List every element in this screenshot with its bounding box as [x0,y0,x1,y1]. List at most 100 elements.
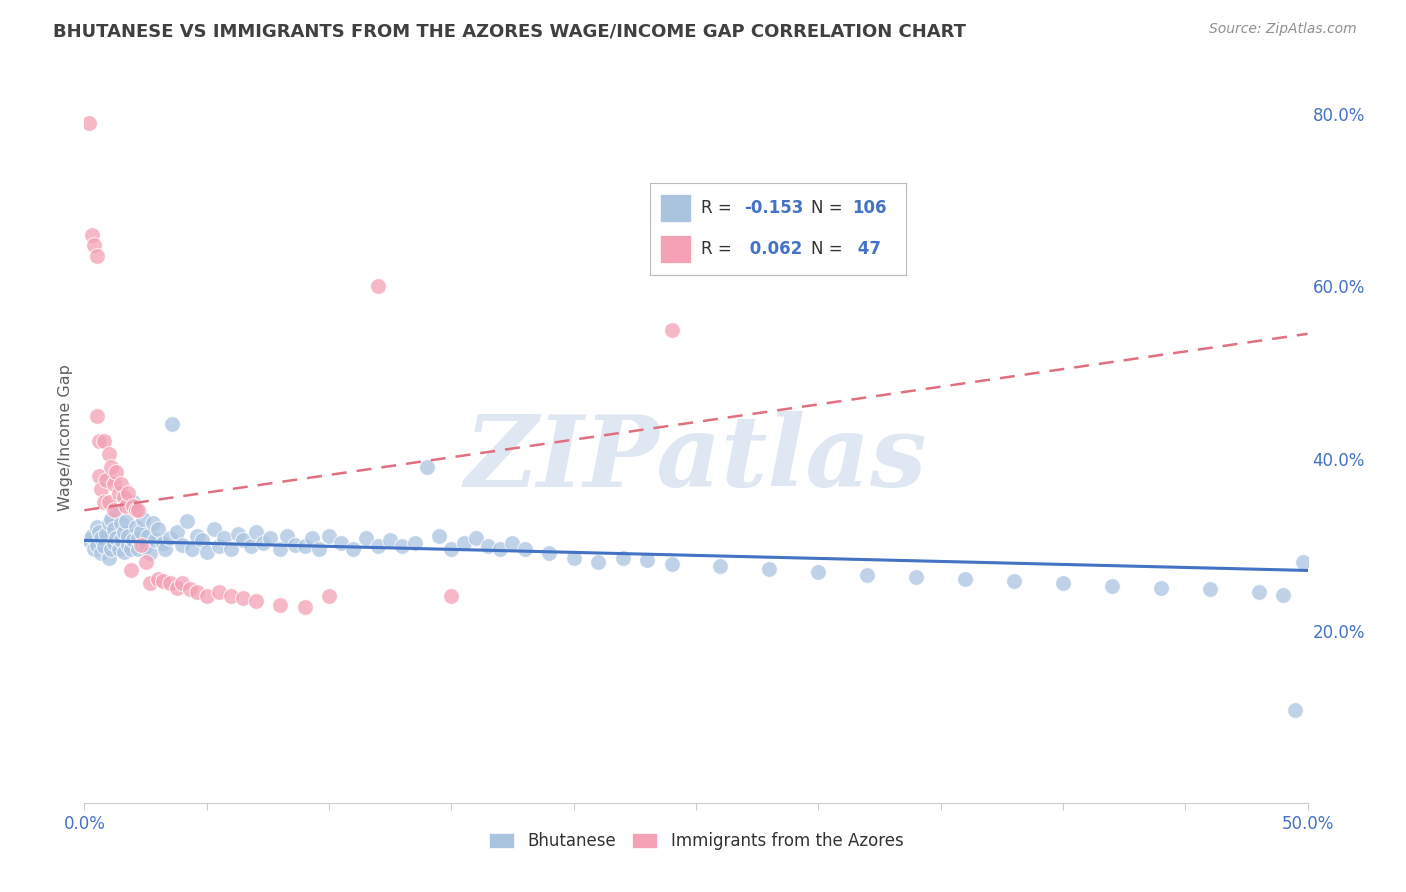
Point [367,540,389,554]
Point [905,570,928,584]
Point [172,538,194,552]
Point [159,531,181,545]
Point [318,589,340,603]
Point [86,409,108,423]
Point [117,529,139,543]
Point [269,598,291,612]
Point [105,531,128,545]
Point [129,524,152,539]
Point [162,417,184,432]
Point [142,516,165,530]
Point [1101,579,1123,593]
Point [1284,703,1306,717]
Point [562,550,585,565]
Point [195,544,218,558]
Point [96,527,118,541]
Point [239,540,262,554]
Point [90,546,112,560]
Point [502,536,524,550]
Y-axis label: Wage/Income Gap: Wage/Income Gap [58,364,73,510]
Point [132,538,155,552]
Point [284,538,307,552]
Point [513,541,536,556]
Point [139,546,162,560]
Bar [659,194,690,221]
Point [120,564,142,578]
Point [146,572,169,586]
Point [93,540,115,554]
Point [136,529,159,543]
Point [83,541,105,556]
Point [1292,555,1315,569]
Point [143,533,166,548]
Point [122,499,145,513]
Point [107,541,129,556]
Point [586,555,609,569]
Point [122,494,145,508]
Point [110,533,132,548]
Point [191,533,214,548]
Text: N =: N = [811,199,848,217]
Point [117,486,139,500]
Point [1247,585,1270,599]
Point [252,536,274,550]
Point [112,544,135,558]
Point [105,465,128,479]
Point [159,576,181,591]
Point [103,503,125,517]
Point [86,249,108,263]
Text: R =: R = [702,240,737,259]
Text: -0.153: -0.153 [745,199,804,217]
Point [100,460,122,475]
Point [367,279,389,293]
Point [122,533,145,548]
Point [179,582,201,597]
Point [259,531,281,545]
Point [391,540,413,554]
Point [269,541,291,556]
Point [112,491,135,505]
Point [107,486,129,500]
Point [1052,576,1074,591]
Point [83,238,105,252]
Point [87,434,110,449]
Point [127,503,149,517]
Point [115,514,138,528]
Point [105,503,128,517]
Point [709,559,731,574]
Legend: Bhutanese, Immigrants from the Azores: Bhutanese, Immigrants from the Azores [482,825,910,856]
Point [219,541,242,556]
Point [129,538,152,552]
Point [172,576,194,591]
Text: N =: N = [811,240,848,259]
Text: 47: 47 [852,240,882,259]
Point [181,541,204,556]
Point [1272,588,1295,602]
Point [330,536,353,550]
Point [661,322,683,336]
Point [856,567,879,582]
Text: R =: R = [702,199,737,217]
Point [87,524,110,539]
Point [77,116,100,130]
Point [120,541,142,556]
Point [80,227,103,242]
Text: ZIPatlas: ZIPatlas [465,411,927,508]
Point [489,541,512,556]
Point [139,576,162,591]
Point [115,499,138,513]
Point [232,591,254,605]
Point [127,541,149,556]
Point [112,524,135,539]
Point [87,468,110,483]
Point [318,529,340,543]
Point [416,460,439,475]
Point [152,574,174,588]
Point [110,477,132,491]
Point [301,531,323,545]
Point [110,516,132,530]
Point [294,540,316,554]
Point [132,512,155,526]
Point [661,557,683,571]
Point [276,529,298,543]
